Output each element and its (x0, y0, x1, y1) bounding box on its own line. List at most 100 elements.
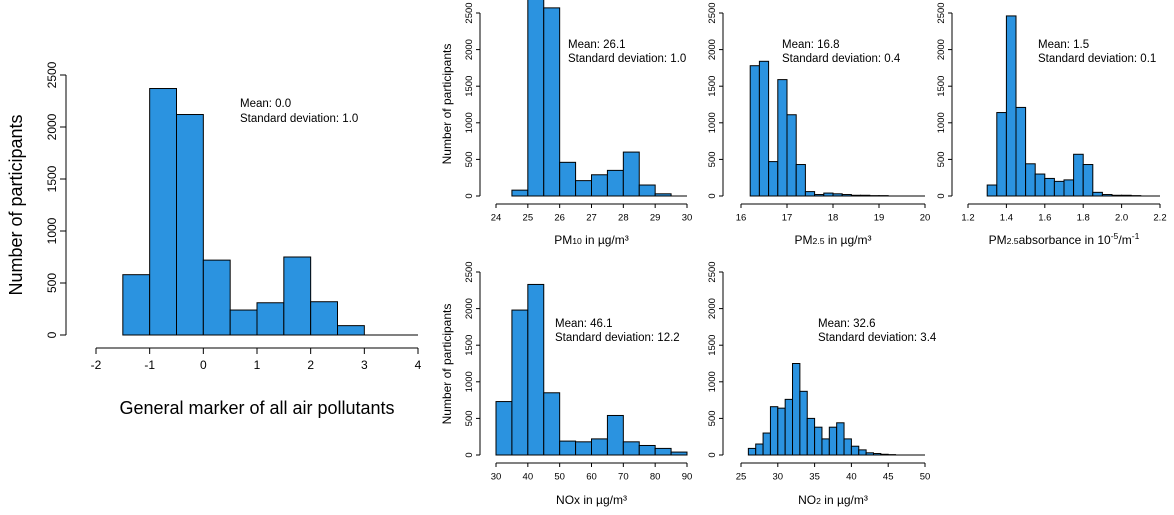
x-tick-label: 50 (920, 472, 931, 483)
x-tick-label: 16 (736, 213, 747, 224)
x-tick-label: 45 (883, 472, 894, 483)
histogram-bar (1064, 180, 1074, 196)
x-axis-label-part: in µg/m³ (825, 233, 872, 247)
y-tick-label: 1000 (936, 112, 947, 133)
x-tick-label: 25 (736, 472, 747, 483)
histogram-bar (230, 310, 257, 335)
histogram-bar (639, 445, 655, 455)
histogram-bar (778, 80, 787, 196)
x-tick-label: 4 (415, 358, 422, 372)
stats-annotation: Mean: 46.1 (555, 318, 613, 330)
x-tick-label: 2 (307, 358, 314, 372)
histogram-bar (576, 442, 592, 455)
histogram-bar (750, 66, 759, 196)
y-tick-label: 500 (707, 151, 718, 167)
y-tick-label: 0 (707, 193, 718, 198)
x-axis-label: PM2.5absorbance in 10-5/m-1 (989, 231, 1140, 247)
x-tick-label: 25 (523, 213, 534, 224)
y-tick-label: 2000 (464, 39, 475, 60)
histogram-bar (844, 439, 851, 455)
x-tick-label: 80 (650, 472, 661, 483)
histogram-bar (822, 439, 829, 455)
x-tick-label: 90 (682, 472, 693, 483)
histogram-bar (284, 257, 311, 335)
x-axis-label-part: /m (1118, 233, 1131, 247)
x-tick-label: 30 (682, 213, 693, 224)
histogram-bar (560, 162, 576, 196)
y-axis-label: Number of participants (6, 114, 26, 295)
y-tick-label: 2500 (45, 61, 59, 88)
y-tick-label: 1500 (707, 335, 718, 356)
histogram-bar (851, 446, 858, 455)
x-axis-label-part: in µg/m³ (582, 233, 629, 247)
x-tick-label: 24 (491, 213, 502, 224)
x-tick-label: 1.6 (1038, 213, 1051, 224)
x-tick-label: 1.2 (961, 213, 974, 224)
histogram-bar (837, 423, 844, 455)
stats-annotation: Standard deviation: 1.0 (240, 113, 358, 125)
stats-annotation: Mean: 26.1 (568, 39, 626, 51)
histogram-bar (338, 326, 365, 335)
histogram-bar (1054, 181, 1064, 196)
x-tick-label: 1.4 (1000, 213, 1013, 224)
x-tick-label: 17 (782, 213, 793, 224)
x-axis-label-part: NOx in µg/m³ (556, 493, 627, 507)
x-axis-label: NOx in µg/m³ (556, 493, 627, 507)
y-tick-label: 1500 (464, 76, 475, 97)
stats-annotation: Mean: 32.6 (818, 318, 876, 330)
x-axis-label-sub: 2.5 (1007, 236, 1019, 246)
x-tick-label: 18 (828, 213, 839, 224)
x-tick-label: -2 (91, 358, 102, 372)
x-axis-label-part: PM (989, 233, 1007, 247)
stats-annotation: Standard deviation: 0.1 (1038, 53, 1156, 65)
y-tick-label: 2500 (464, 2, 475, 23)
y-tick-label: 500 (464, 151, 475, 167)
histogram-bar (859, 450, 866, 455)
x-tick-label: 0 (200, 358, 207, 372)
y-tick-label: 500 (464, 410, 475, 426)
x-tick-label: 19 (874, 213, 885, 224)
y-tick-label: 500 (936, 151, 947, 167)
x-axis-label-sub: 10 (572, 236, 582, 246)
x-axis-label: PM10 in µg/m³ (554, 233, 629, 247)
histogram-bar (785, 399, 792, 455)
histogram-bar (1045, 178, 1055, 196)
histogram-bar (793, 364, 800, 456)
histogram-bar (1016, 107, 1026, 196)
y-tick-label: 2000 (45, 113, 59, 140)
stats-annotation: Mean: 16.8 (782, 39, 840, 51)
histogram-bar (607, 170, 623, 196)
stats-annotation: Standard deviation: 1.0 (568, 53, 686, 65)
x-tick-label: 60 (586, 472, 597, 483)
x-tick-label: 35 (809, 472, 820, 483)
y-tick-label: 1000 (707, 112, 718, 133)
x-axis-label-part: in µg/m³ (821, 493, 868, 507)
histogram-bar (807, 418, 814, 455)
y-tick-label: 0 (464, 193, 475, 198)
x-tick-label: 40 (523, 472, 534, 483)
histogram-bar (123, 275, 150, 335)
y-tick-label: 0 (936, 193, 947, 198)
stats-annotation: Standard deviation: 3.4 (818, 332, 937, 344)
histogram-bar (997, 113, 1007, 196)
histogram-bar (1074, 154, 1084, 196)
histogram-bar (805, 192, 814, 196)
x-tick-label: 30 (773, 472, 784, 483)
y-tick-label: 1500 (707, 76, 718, 97)
histogram-bar (560, 441, 576, 455)
x-tick-label: 1.8 (1077, 213, 1090, 224)
y-tick-label: 0 (707, 452, 718, 457)
histogram-bar (1083, 165, 1093, 196)
histogram-bar (769, 162, 778, 196)
y-tick-label: 2000 (936, 39, 947, 60)
y-tick-label: 2500 (464, 261, 475, 282)
x-tick-label: 3 (361, 358, 368, 372)
y-tick-label: 2000 (707, 298, 718, 319)
histogram-bar (311, 302, 338, 335)
x-tick-label: 29 (650, 213, 661, 224)
x-tick-label: 70 (618, 472, 629, 483)
histogram-bar (756, 444, 763, 455)
histogram-bar (576, 181, 592, 196)
